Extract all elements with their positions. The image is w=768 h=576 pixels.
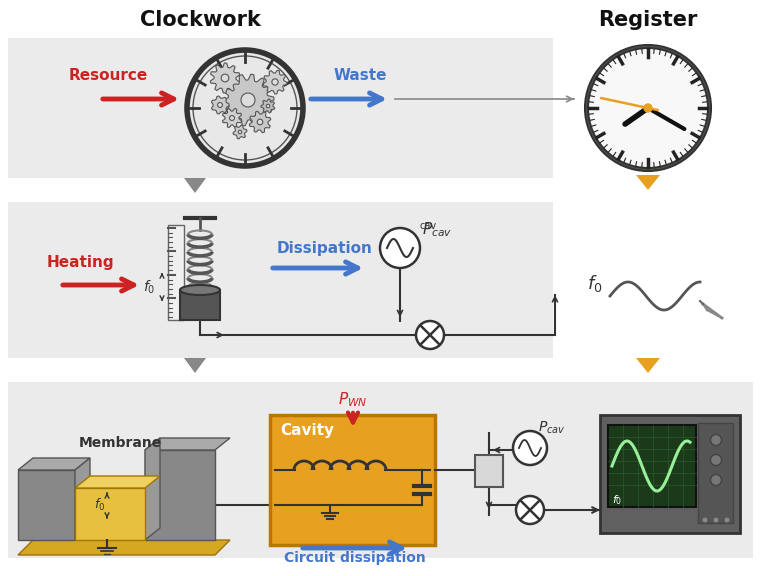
Ellipse shape	[180, 285, 220, 295]
Bar	[180, 290, 220, 320]
Circle shape	[266, 104, 270, 108]
Polygon shape	[184, 358, 206, 373]
Text: Dissipation: Dissipation	[277, 241, 373, 256]
Circle shape	[724, 517, 730, 523]
Circle shape	[702, 517, 708, 523]
Bar	[608, 425, 696, 507]
Text: Clockwork: Clockwork	[140, 10, 260, 30]
Polygon shape	[18, 540, 230, 555]
Circle shape	[710, 475, 721, 486]
Polygon shape	[263, 70, 287, 94]
Text: Circuit dissipation: Circuit dissipation	[284, 551, 426, 565]
Polygon shape	[211, 96, 229, 114]
Circle shape	[241, 93, 255, 107]
Text: Heating: Heating	[46, 255, 114, 270]
Polygon shape	[210, 63, 240, 93]
Polygon shape	[18, 458, 90, 470]
Polygon shape	[75, 476, 160, 488]
Circle shape	[257, 119, 263, 125]
Circle shape	[230, 116, 234, 120]
Polygon shape	[250, 111, 271, 132]
Circle shape	[380, 228, 420, 268]
Circle shape	[217, 103, 223, 108]
Circle shape	[710, 454, 721, 465]
Polygon shape	[222, 74, 274, 126]
Circle shape	[272, 79, 278, 85]
Text: $f_0$: $f_0$	[587, 272, 603, 294]
Polygon shape	[145, 438, 230, 450]
Polygon shape	[145, 438, 160, 540]
Circle shape	[513, 431, 547, 465]
Text: Resource: Resource	[68, 69, 147, 84]
Polygon shape	[261, 99, 275, 113]
Polygon shape	[223, 108, 242, 128]
Text: cav: cav	[419, 221, 436, 231]
Circle shape	[588, 48, 708, 168]
Circle shape	[516, 496, 544, 524]
Text: $P_{WN}$: $P_{WN}$	[338, 391, 368, 410]
Bar	[600, 415, 740, 533]
Polygon shape	[184, 178, 206, 193]
Circle shape	[713, 517, 719, 523]
Bar	[475, 455, 503, 487]
Bar	[8, 38, 553, 178]
Text: Register: Register	[598, 10, 697, 30]
Circle shape	[710, 434, 721, 445]
Text: $f_0$: $f_0$	[94, 497, 106, 513]
Polygon shape	[636, 175, 660, 190]
Polygon shape	[145, 450, 215, 540]
Circle shape	[221, 74, 229, 82]
Text: $f_0$: $f_0$	[143, 278, 155, 295]
Polygon shape	[18, 470, 75, 540]
Text: Membrane: Membrane	[78, 436, 161, 450]
Circle shape	[416, 321, 444, 349]
Polygon shape	[233, 125, 247, 139]
Text: $P_{cav}$: $P_{cav}$	[538, 420, 565, 436]
Text: Waste: Waste	[333, 69, 387, 84]
Text: $P_{cav}$: $P_{cav}$	[422, 221, 452, 240]
Bar	[168, 225, 184, 320]
Bar	[698, 423, 733, 523]
Circle shape	[238, 130, 242, 134]
Polygon shape	[75, 458, 90, 540]
Text: $f_0$: $f_0$	[612, 493, 622, 507]
Circle shape	[644, 104, 652, 112]
Circle shape	[187, 50, 303, 166]
Circle shape	[585, 45, 711, 171]
Bar	[8, 202, 553, 358]
Text: Cavity: Cavity	[280, 423, 334, 438]
Polygon shape	[75, 488, 145, 540]
Bar	[8, 382, 753, 558]
Polygon shape	[636, 358, 660, 373]
Bar	[270, 415, 435, 545]
